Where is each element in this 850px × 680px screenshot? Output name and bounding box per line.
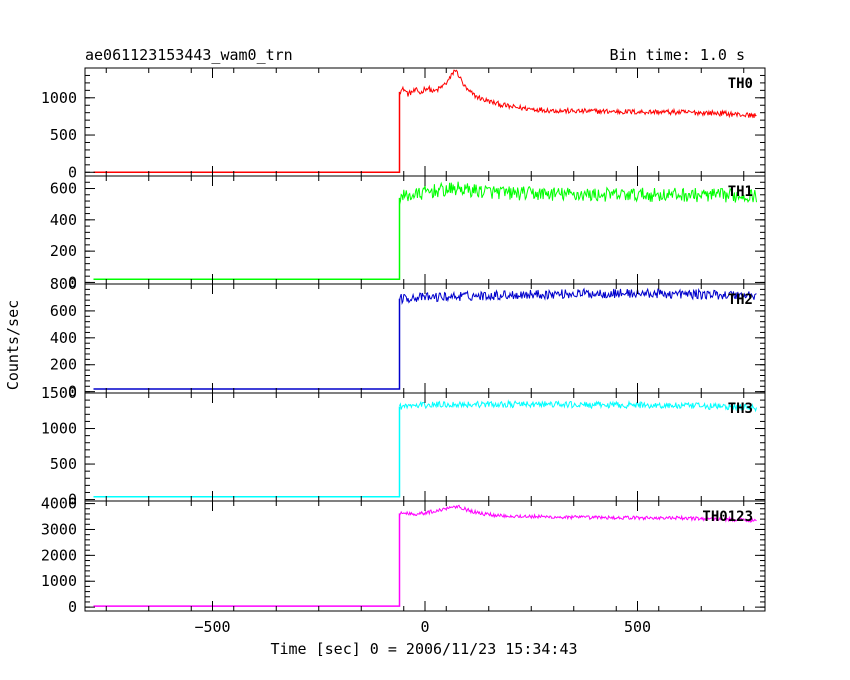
th2-baseline	[93, 298, 401, 390]
y-tick-label: 0	[68, 598, 77, 616]
y-tick-label: 600	[50, 180, 77, 198]
x-tick-label: −500	[194, 618, 230, 636]
panel-name-label: TH2	[728, 292, 753, 308]
y-tick-label: 200	[50, 356, 77, 374]
y-tick-label: 2000	[41, 546, 77, 564]
panel-frame	[84, 175, 766, 285]
panel-th0: 0 500 1000 TH0	[41, 67, 766, 181]
panel-name-label: TH3	[728, 401, 753, 417]
y-tick-label: 4000	[41, 495, 77, 513]
y-tick-label: 500	[50, 455, 77, 473]
y-tick-label: 1500	[41, 384, 77, 402]
y-tick-label: 600	[50, 302, 77, 320]
bin-time-label: Bin time: 1.0 s	[610, 46, 745, 64]
panel-frame	[84, 67, 766, 177]
y-tick-label: 800	[50, 275, 77, 293]
y-tick-label: 0	[68, 273, 77, 291]
y-tick-label: 1000	[41, 420, 77, 438]
y-tick-label: 0	[68, 383, 77, 401]
x-tick-label: 500	[624, 618, 651, 636]
th0123-series-line	[399, 504, 757, 523]
y-tick-label: 400	[50, 329, 77, 347]
panel-th1: 0 200 400 600 TH1	[50, 175, 766, 291]
panel-th0123: 0 1000 2000 3000 4000 TH0123	[41, 495, 766, 616]
y-axis-label: Counts/sec	[4, 300, 22, 390]
x-tick-label: 0	[420, 618, 429, 636]
y-tick-label: 1000	[41, 572, 77, 590]
panel-th3: 0 500 1000 1500 TH3	[41, 384, 766, 509]
th3-baseline	[93, 406, 401, 498]
x-axis-label: Time [sec] 0 = 2006/11/23 15:34:43	[270, 640, 577, 658]
y-tick-label: 0	[68, 491, 77, 509]
panel-name-label: TH0	[728, 76, 753, 92]
th0-baseline	[93, 91, 401, 174]
y-tick-label: 0	[68, 163, 77, 181]
y-tick-label: 3000	[41, 520, 77, 538]
y-tick-label: 200	[50, 242, 77, 260]
th1-baseline	[93, 197, 401, 281]
chart-title: ae061123153443_wam0_trn	[85, 46, 293, 64]
th1-series-line	[399, 181, 757, 205]
th2-series-line	[399, 287, 757, 306]
th3-series-line	[399, 399, 757, 413]
th0123-baseline	[93, 513, 401, 607]
y-tick-label: 1000	[41, 89, 77, 107]
panel-frame	[84, 283, 766, 394]
th0-series-line	[399, 69, 757, 119]
panel-name-label: TH1	[728, 184, 753, 200]
y-tick-label: 500	[50, 126, 77, 144]
panels-layer: 0 500 1000 TH0 0 200 400 600 TH1 0 200 400 600 800 TH2…	[41, 67, 766, 636]
panel-frame	[84, 392, 766, 502]
panel-th2: 0 200 400 600 800 TH2	[50, 275, 766, 401]
y-tick-label: 400	[50, 211, 77, 229]
panel-name-label: TH0123	[702, 509, 753, 525]
